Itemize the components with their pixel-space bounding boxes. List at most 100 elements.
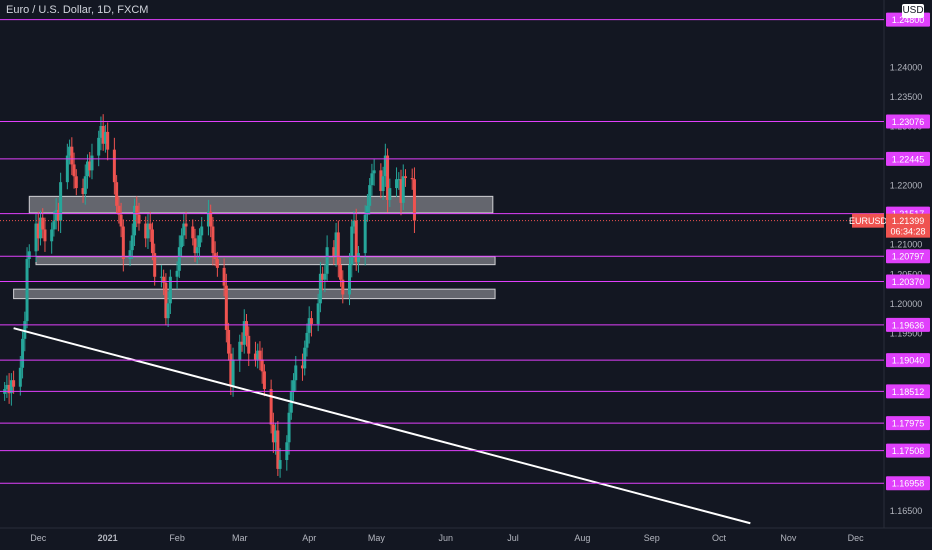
candle-body — [115, 182, 119, 206]
candle-body — [103, 131, 107, 144]
x-tick-label: Apr — [302, 533, 316, 543]
candle-body — [90, 155, 94, 171]
candle-body — [256, 350, 260, 360]
level-label: 1.19040 — [892, 356, 925, 366]
candle-body — [25, 259, 29, 322]
candle-body — [227, 329, 231, 354]
candle-body — [334, 232, 338, 257]
candle-body — [159, 276, 163, 278]
currency-button[interactable]: USD — [902, 4, 924, 18]
candle-body — [59, 182, 63, 221]
candle-body — [244, 321, 248, 336]
y-tick-label: 1.23500 — [890, 92, 923, 102]
candle-body — [184, 223, 188, 227]
candle-body — [56, 209, 60, 221]
level-badge — [886, 443, 930, 458]
candle-body — [229, 353, 233, 387]
candle-body — [146, 223, 150, 239]
candle-body — [9, 380, 13, 394]
symbol-title: Euro / U.S. Dollar, 1D, FXCM — [6, 4, 149, 16]
candle-body — [180, 235, 184, 248]
candle-body — [379, 170, 383, 192]
countdown-label: 06:34:28 — [890, 227, 925, 237]
zone-box — [35, 256, 496, 266]
candle-body — [321, 273, 325, 280]
candle-body — [381, 176, 385, 192]
candle-body — [130, 235, 134, 251]
candle-body — [274, 430, 278, 443]
y-tick-label: 1.20000 — [890, 299, 923, 309]
symbol-label: EURUSD — [849, 216, 888, 226]
level-label: 1.22445 — [892, 154, 925, 164]
candle-body — [112, 149, 116, 183]
candle-body — [341, 279, 345, 295]
x-tick-label: Dec — [30, 533, 47, 543]
candle-body — [81, 188, 85, 194]
x-tick-label: Sep — [644, 533, 660, 543]
candle-body — [303, 347, 307, 369]
last-price-label: 1.21399 — [892, 216, 925, 226]
candle-body — [97, 137, 101, 156]
candle-body — [38, 217, 42, 239]
trend-line — [13, 327, 751, 525]
candle-body — [106, 131, 110, 150]
candle-body — [269, 389, 273, 425]
candle-body — [399, 179, 403, 203]
candle-body — [83, 176, 87, 194]
candle-body — [240, 341, 244, 345]
last-price-badge — [886, 213, 930, 238]
candle-body — [305, 332, 309, 348]
candle-body — [200, 226, 204, 236]
candle-body — [191, 226, 195, 239]
x-tick-label: Aug — [574, 533, 590, 543]
candle-body — [336, 232, 340, 265]
level-label: 1.17975 — [892, 419, 925, 429]
x-tick-label: Mar — [232, 533, 248, 543]
candle-body — [222, 267, 226, 286]
candle-body — [23, 321, 27, 339]
y-tick-label: 1.22000 — [890, 181, 923, 191]
x-tick-label: Jul — [507, 533, 519, 543]
candle-body — [101, 126, 105, 144]
candle-body — [368, 185, 372, 206]
candle-body — [332, 247, 336, 257]
candle-body — [150, 229, 154, 254]
x-tick-label: 2021 — [98, 533, 118, 543]
candle-body — [262, 371, 266, 390]
x-tick-label: May — [368, 533, 386, 543]
candle-body — [72, 164, 76, 177]
candle-body — [363, 214, 367, 254]
candle-body — [348, 264, 352, 295]
candle-body — [43, 229, 47, 242]
candle-body — [410, 178, 414, 180]
candle-body — [133, 205, 137, 236]
candle-body — [70, 146, 74, 165]
y-tick-label: 1.19500 — [890, 328, 923, 338]
candle-body — [215, 259, 219, 268]
candle-body — [166, 303, 170, 319]
candle-body — [397, 179, 401, 181]
candle-body — [242, 321, 246, 345]
candle-body — [144, 223, 148, 239]
level-label: 1.18512 — [892, 387, 925, 397]
candle-body — [195, 247, 199, 254]
y-tick-label: 1.24000 — [890, 62, 923, 72]
candle-body — [238, 341, 242, 360]
candle-body — [21, 338, 25, 368]
candle-body — [323, 273, 327, 280]
zone-box — [28, 195, 494, 214]
candle-body — [177, 247, 181, 271]
level-badge — [886, 249, 930, 264]
candle-body — [383, 155, 387, 177]
candle-body — [401, 176, 405, 203]
candle-body — [137, 214, 141, 224]
y-tick-label: 1.21000 — [890, 240, 923, 250]
level-badge — [886, 384, 930, 399]
candle-body — [54, 209, 58, 221]
candle-body — [365, 205, 369, 215]
candle-body — [12, 380, 16, 387]
zone-box — [13, 288, 496, 300]
candle-body — [68, 146, 72, 156]
